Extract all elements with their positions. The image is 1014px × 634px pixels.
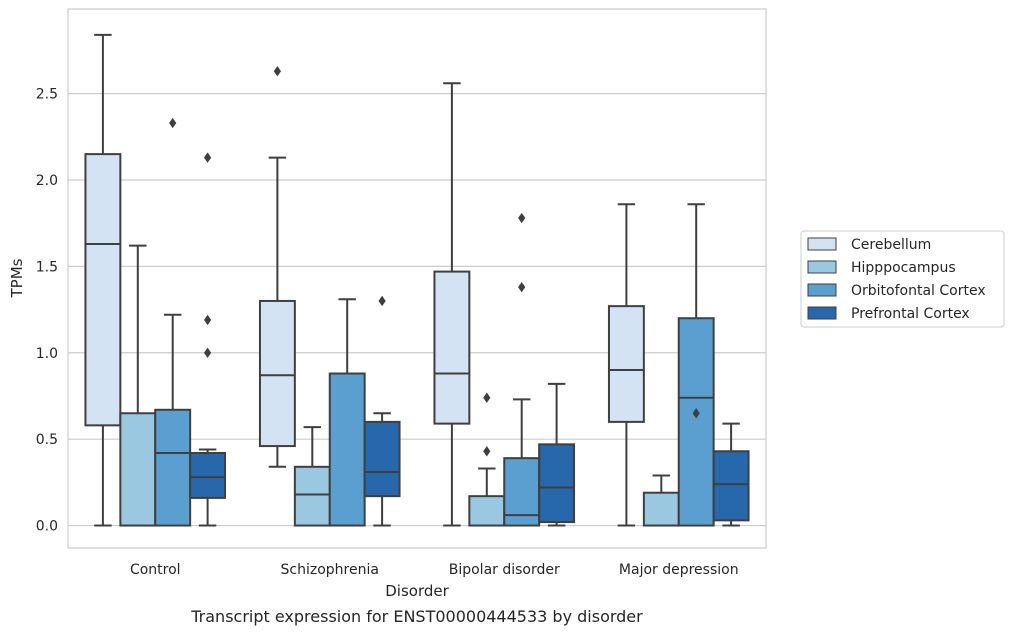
box-body xyxy=(607,305,645,423)
boxes xyxy=(84,33,750,527)
box-2-0 xyxy=(433,82,471,527)
outlier-point xyxy=(518,212,526,224)
box-0-2 xyxy=(154,117,192,527)
box-0-0 xyxy=(84,33,122,527)
y-tick-label: 2.0 xyxy=(36,173,58,189)
legend-label: Prefrontal Cortex xyxy=(851,306,970,322)
y-axis-label: TPMs xyxy=(8,258,26,298)
box-body xyxy=(258,299,296,448)
outlier-point xyxy=(204,152,212,163)
x-tick-labels: Control Schizophrenia Bipolar disorder Majo… xyxy=(130,562,739,578)
box-body xyxy=(712,450,750,522)
box-body xyxy=(642,491,680,527)
y-tick-label: 1.5 xyxy=(36,259,58,275)
box-body xyxy=(84,153,122,427)
plot-frame xyxy=(67,8,767,549)
outlier-point xyxy=(518,281,526,293)
box-0-1 xyxy=(119,244,157,527)
outlier-point xyxy=(204,314,212,326)
outlier-point xyxy=(378,295,386,307)
x-tick-label: Schizophrenia xyxy=(281,562,379,578)
x-axis-label: Disorder xyxy=(385,582,449,600)
outlier-point xyxy=(169,117,177,129)
chart-caption: Transcript expression for ENST0000044453… xyxy=(190,607,643,626)
legend: Cerebellum Hipppocampus Orbitofontal Corte… xyxy=(800,230,1005,328)
box-body xyxy=(538,443,576,524)
y-tick-label: 1.0 xyxy=(36,346,58,362)
legend-swatch xyxy=(807,306,837,320)
box-body xyxy=(363,420,401,498)
box-body xyxy=(468,495,506,527)
box-1-1 xyxy=(293,426,331,527)
outlier-point xyxy=(483,392,491,403)
box-body xyxy=(154,408,192,527)
legend-swatch xyxy=(807,283,837,297)
box-1-3 xyxy=(363,295,401,527)
box-0-3 xyxy=(189,152,227,527)
y-tick-labels: 0.0 0.5 1.0 1.5 2.0 2.5 xyxy=(36,87,58,535)
box-body xyxy=(328,372,366,527)
box-body xyxy=(677,317,715,527)
box-body xyxy=(433,270,471,425)
legend-label: Hipppocampus xyxy=(851,260,956,276)
y-tick-label: 0.0 xyxy=(36,519,58,535)
legend-label: Cerebellum xyxy=(851,237,931,253)
y-tick-label: 2.5 xyxy=(36,87,58,103)
box-body xyxy=(119,412,157,527)
box-body xyxy=(189,451,227,499)
x-tick-label: Major depression xyxy=(619,562,739,578)
legend-label: Orbitofontal Cortex xyxy=(851,283,986,299)
box-body xyxy=(293,465,331,527)
box-3-1 xyxy=(642,474,680,527)
legend-frame xyxy=(800,230,1005,328)
box-3-2 xyxy=(677,203,715,527)
legend-swatch xyxy=(807,260,837,274)
box-2-1 xyxy=(468,392,506,527)
outlier-point xyxy=(692,408,700,419)
outlier-point xyxy=(483,446,491,457)
y-tick-label: 0.5 xyxy=(36,432,58,448)
box-2-3 xyxy=(538,382,576,527)
box-2-2 xyxy=(503,212,541,527)
outlier-point xyxy=(204,347,212,358)
x-tick-label: Bipolar disorder xyxy=(449,562,560,578)
box-3-0 xyxy=(607,203,645,527)
box-3-3 xyxy=(712,422,750,527)
legend-swatch xyxy=(807,237,837,251)
box-1-2 xyxy=(328,298,366,527)
outlier-point xyxy=(273,65,281,77)
box-1-0 xyxy=(258,65,296,468)
x-tick-label: Control xyxy=(130,562,181,578)
